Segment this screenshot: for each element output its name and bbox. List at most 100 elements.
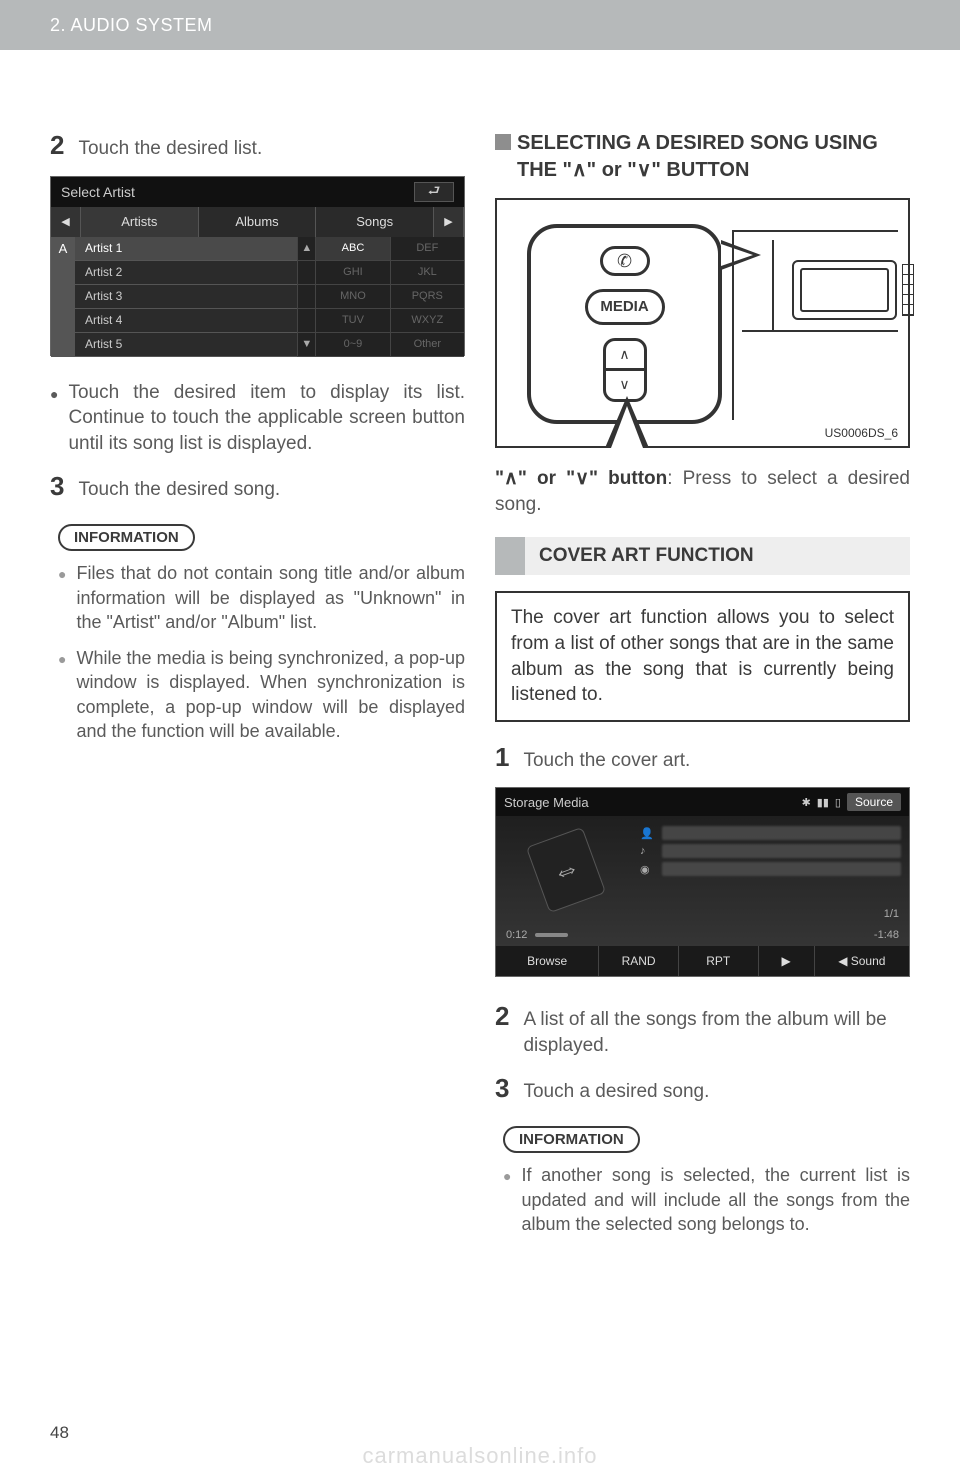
- s1-letter: A: [51, 237, 75, 357]
- step-1-num: 1: [495, 742, 509, 773]
- sub-heading: SELECTING A DESIRED SONG USING THE "∧" o…: [495, 130, 910, 184]
- album-icon: ◉: [640, 863, 654, 876]
- bullet: ● Touch the desired item to display its …: [50, 380, 465, 457]
- s2-title: Storage Media: [504, 795, 589, 810]
- header-text: 2. AUDIO SYSTEM: [50, 15, 213, 36]
- down-icon: ∨: [606, 371, 644, 399]
- key: TUV: [315, 309, 389, 333]
- list-item: Artist 4: [75, 309, 297, 333]
- step-2r: 2 A list of all the songs from the album…: [495, 1001, 910, 1058]
- bullet-icon: ●: [58, 561, 66, 634]
- key: JKL: [390, 261, 464, 285]
- step-1-text: Touch the cover art.: [523, 742, 690, 774]
- blur-text: [662, 844, 901, 858]
- info-badge: INFORMATION: [58, 524, 195, 551]
- source-button: Source: [847, 793, 901, 811]
- step-1: 1 Touch the cover art.: [495, 742, 910, 774]
- bluetooth-icon: ✱: [802, 796, 811, 809]
- scroll-up-icon: ▲: [297, 237, 315, 261]
- step-3-text: Touch the desired song.: [78, 471, 280, 503]
- control-panel: ✆ MEDIA ∧ ∨: [527, 224, 722, 424]
- s1-title: Select Artist: [61, 184, 135, 200]
- step-3: 3 Touch the desired song.: [50, 471, 465, 503]
- s2-timeline: 0:12 -1:48: [496, 924, 909, 946]
- pointer-arrow-fill: [611, 406, 643, 448]
- bullet-text: Touch the desired item to display its li…: [68, 380, 465, 457]
- sub-heading-text: SELECTING A DESIRED SONG USING THE "∧" o…: [517, 130, 910, 184]
- page-number: 48: [50, 1423, 69, 1443]
- scroll-spacer: [297, 309, 315, 333]
- bullet-icon: ●: [58, 646, 66, 743]
- s1-body: A Artist 1 Artist 2 Artist 3 Artist 4 Ar…: [51, 237, 464, 357]
- step-2-num: 2: [50, 130, 64, 161]
- s1-titlebar: Select Artist ⮐: [51, 177, 464, 207]
- step-2r-text: A list of all the songs from the album w…: [523, 1001, 910, 1058]
- key: ABC: [315, 237, 389, 261]
- button-description: "∧" or "∨" button: Press to select a des…: [495, 466, 910, 517]
- step-3r: 3 Touch a desired song.: [495, 1073, 910, 1105]
- key: DEF: [390, 237, 464, 261]
- time-elapsed: 0:12: [506, 929, 527, 941]
- step-3r-num: 3: [495, 1073, 509, 1104]
- cover-art-description: The cover art function allows you to sel…: [495, 591, 910, 722]
- back-icon: ⮐: [414, 182, 454, 202]
- left-column: 2 Touch the desired list. Select Artist …: [50, 130, 465, 1248]
- side-buttons: [902, 264, 914, 316]
- step-2r-num: 2: [495, 1001, 509, 1032]
- s1-list: Artist 1 Artist 2 Artist 3 Artist 4 Arti…: [75, 237, 297, 357]
- button-desc-bold: "∧" or "∨" button: [495, 468, 667, 489]
- key: GHI: [315, 261, 389, 285]
- info-text: If another song is selected, the current…: [521, 1163, 910, 1236]
- sound-button: ◀ Sound: [815, 946, 909, 976]
- key: 0~9: [315, 333, 389, 357]
- list-item: Artist 3: [75, 285, 297, 309]
- battery-icon: ▯: [835, 796, 841, 809]
- usb-icon: ⇔: [526, 827, 606, 913]
- list-item: Artist 1: [75, 237, 297, 261]
- step-2: 2 Touch the desired list.: [50, 130, 465, 162]
- storage-media-screenshot: Storage Media ✱ ▮▮ ▯ Source ⇔ 👤 ♪ ◉ 1/1: [495, 787, 910, 977]
- s1-tabs: ◀ Artists Albums Songs ▶: [51, 207, 464, 237]
- content: 2 Touch the desired list. Select Artist …: [0, 50, 960, 1248]
- section-bar: COVER ART FUNCTION: [495, 537, 910, 575]
- updown-button: ∧ ∨: [603, 338, 647, 402]
- browse-button: Browse: [496, 946, 599, 976]
- progress-bar: [535, 933, 866, 937]
- key: Other: [390, 333, 464, 357]
- info-list: ● Files that do not contain song title a…: [50, 561, 465, 743]
- key: WXYZ: [390, 309, 464, 333]
- dashboard-diagram: ✆ MEDIA ∧ ∨ US: [495, 198, 910, 448]
- section-title: COVER ART FUNCTION: [525, 537, 910, 575]
- section-accent: [495, 537, 525, 575]
- right-column: SELECTING A DESIRED SONG USING THE "∧" o…: [495, 130, 910, 1248]
- time-remaining: -1:48: [874, 929, 899, 941]
- key: MNO: [315, 285, 389, 309]
- media-button: MEDIA: [585, 289, 665, 325]
- tab-artists: Artists: [81, 207, 199, 237]
- phone-button-icon: ✆: [600, 246, 650, 276]
- info-text: Files that do not contain song title and…: [76, 561, 465, 634]
- artist-icon: 👤: [640, 827, 654, 840]
- up-icon: ∧: [606, 341, 644, 369]
- tab-left-icon: ◀: [51, 207, 81, 237]
- info-item: ● Files that do not contain song title a…: [58, 561, 465, 634]
- rand-button: RAND: [599, 946, 679, 976]
- s2-titlebar: Storage Media ✱ ▮▮ ▯ Source: [496, 788, 909, 816]
- s2-status-icons: ✱ ▮▮ ▯ Source: [802, 793, 901, 811]
- step-2-text: Touch the desired list.: [78, 130, 262, 162]
- play-button: ▶: [759, 946, 815, 976]
- info-badge: INFORMATION: [503, 1126, 640, 1153]
- song-icon: ♪: [640, 845, 654, 857]
- scroll-down-icon: ▼: [297, 333, 315, 357]
- scroll-spacer: [297, 261, 315, 285]
- tab-albums: Albums: [199, 207, 317, 237]
- s1-keypad: ▲ ABC DEF GHI JKL MNO PQRS TUV WXYZ ▼ 0~…: [297, 237, 464, 357]
- info-text: While the media is being synchronized, a…: [76, 646, 465, 743]
- blur-text: [662, 826, 901, 840]
- key: PQRS: [390, 285, 464, 309]
- square-icon: [495, 134, 511, 150]
- scroll-spacer: [297, 285, 315, 309]
- screen-inner: [800, 268, 889, 312]
- rpt-button: RPT: [679, 946, 759, 976]
- cover-art-area: ⇔: [496, 816, 636, 924]
